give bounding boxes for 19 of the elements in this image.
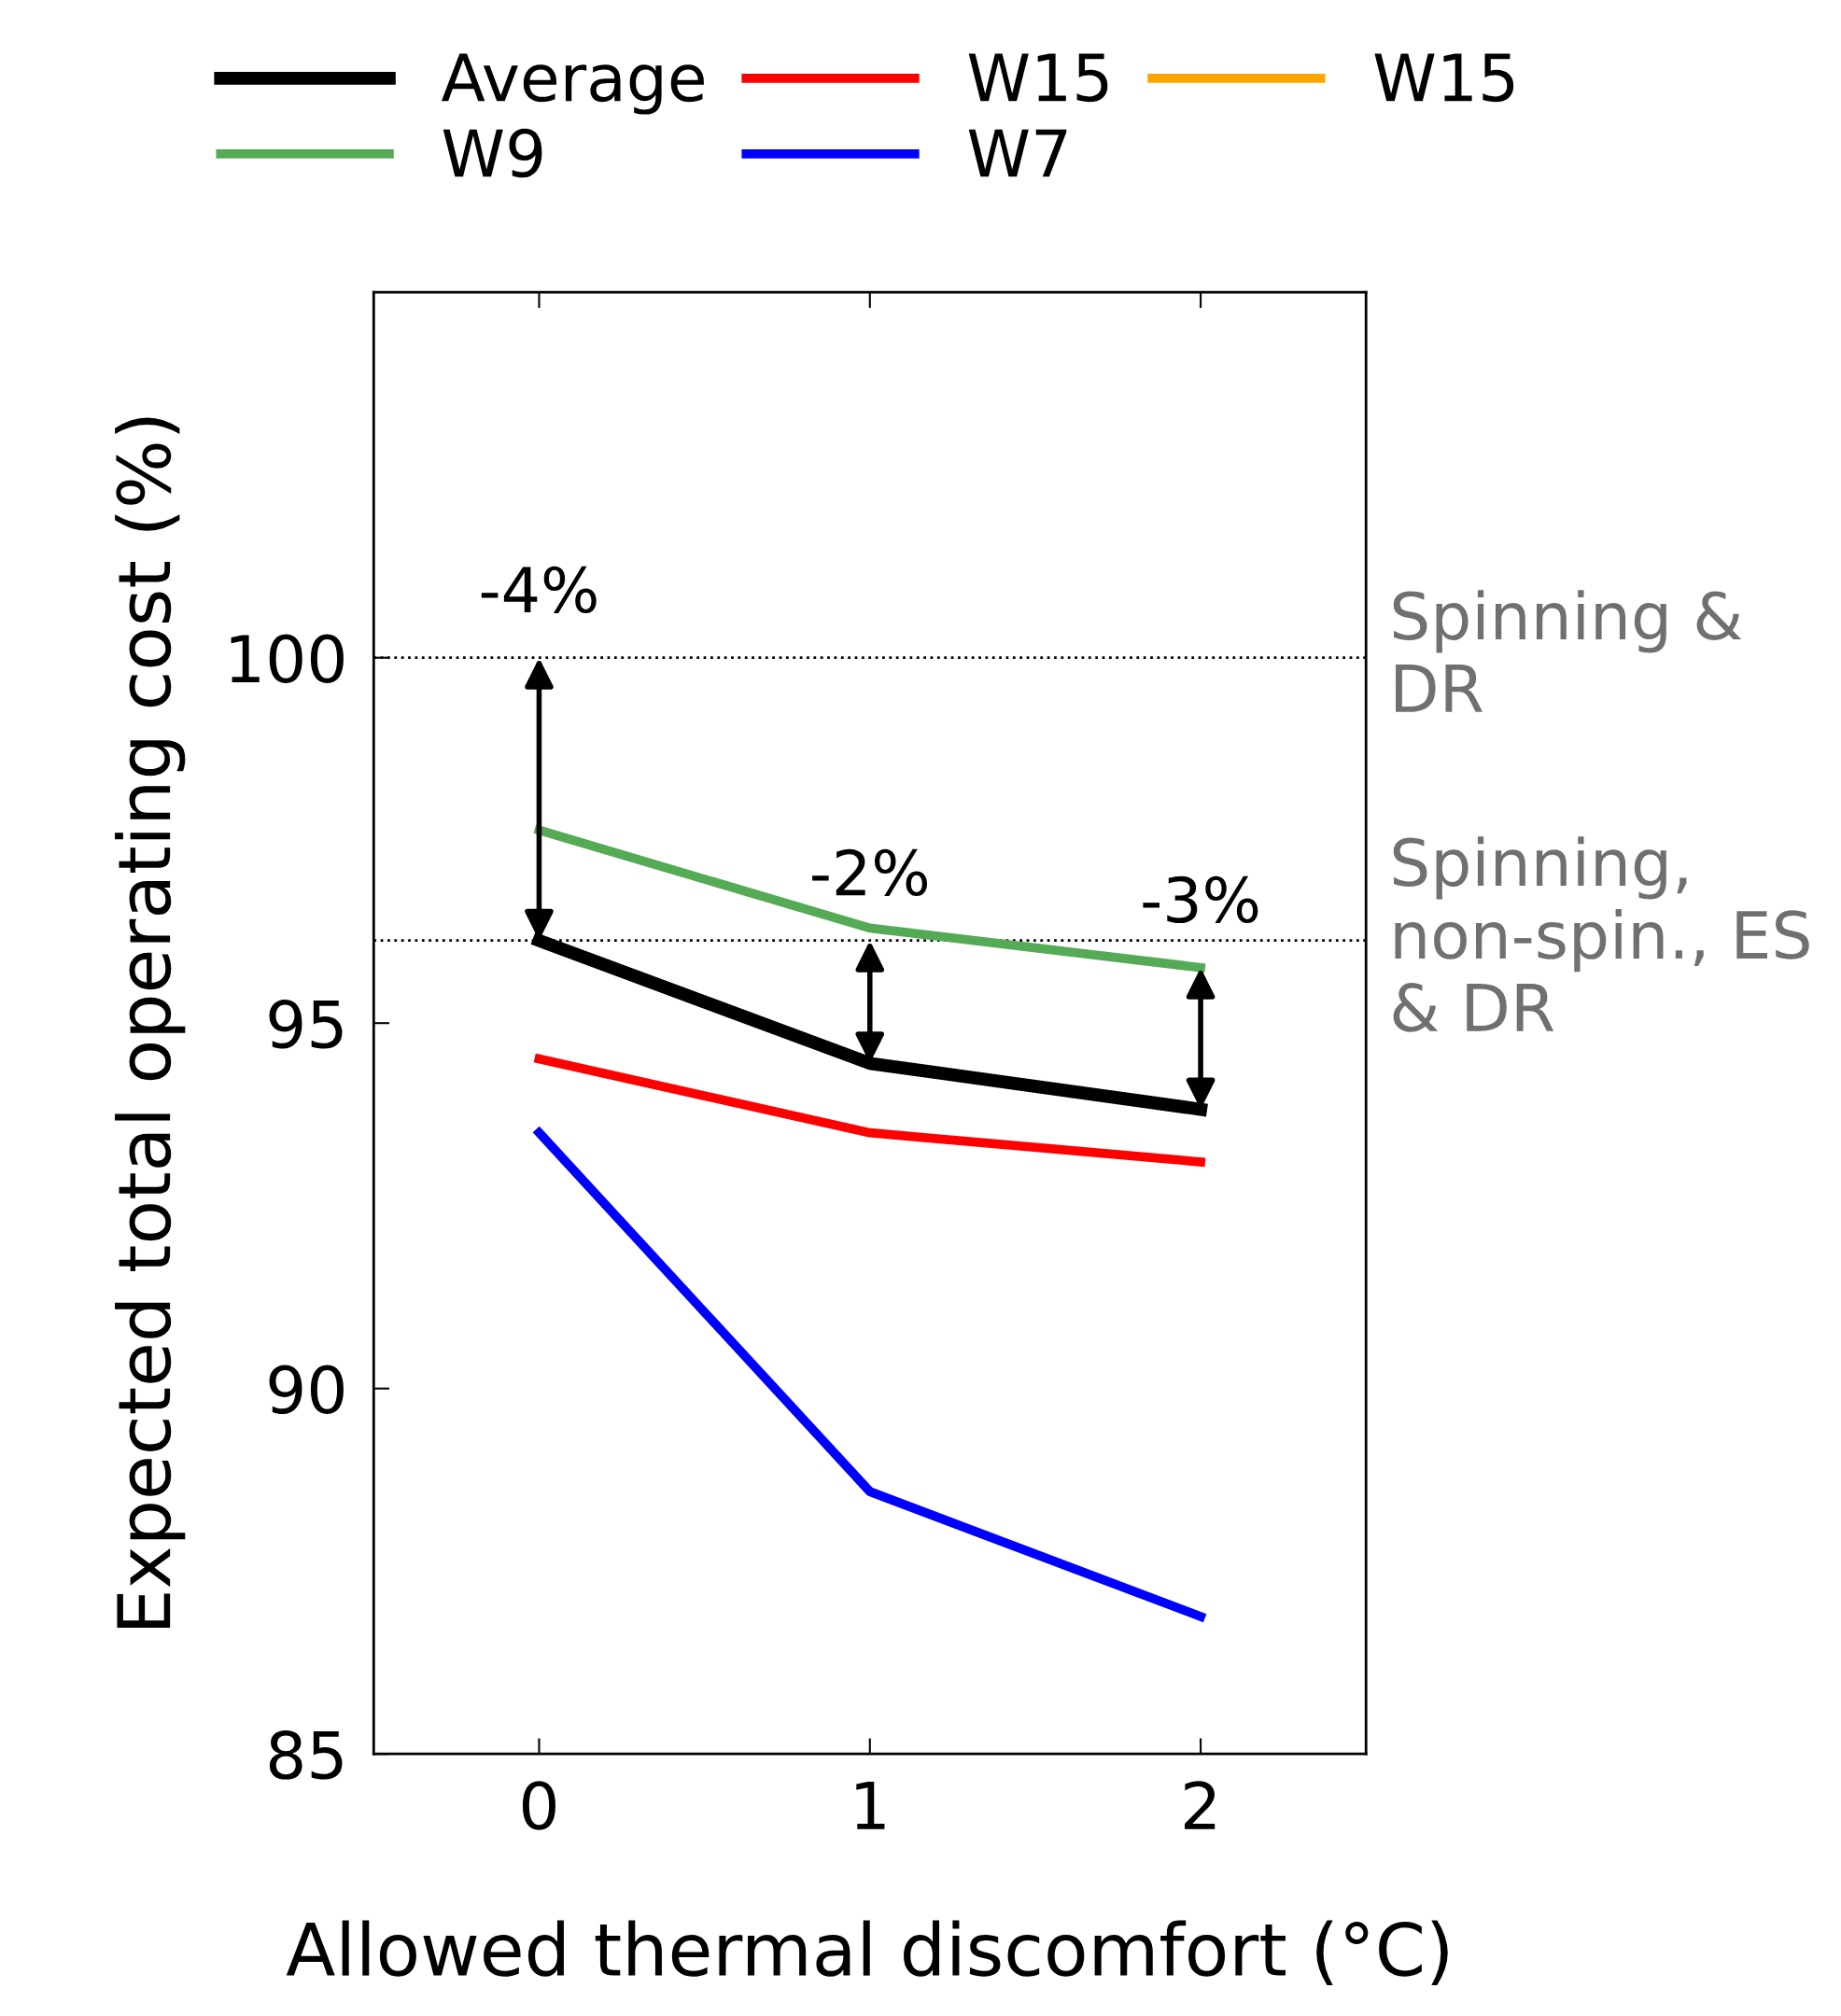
annotation: -3% xyxy=(1143,875,1258,924)
legend-label: W15 xyxy=(1374,53,1514,103)
ref-line-label: Spinning, non-spin., ES & DR xyxy=(1393,836,1809,1032)
y-tick-label: 100 xyxy=(231,634,344,684)
x-axis-title: Allowed thermal discomfort (°C) xyxy=(286,1920,1448,1985)
y-axis-title: Expected total operating cost (%) xyxy=(115,417,186,1628)
y-tick-label: 90 xyxy=(269,1365,344,1415)
legend-label: W7 xyxy=(968,129,1067,177)
legend-label: Average xyxy=(441,53,704,115)
legend-label: W9 xyxy=(443,128,542,178)
ref-line-label: Spinning & DR xyxy=(1393,590,1742,712)
x-tick-label: 0 xyxy=(522,1781,555,1830)
annotation: -2% xyxy=(812,848,927,897)
legend-label: W15 xyxy=(968,53,1108,103)
y-tick-label: 85 xyxy=(269,1730,343,1780)
annotation: -4% xyxy=(481,566,597,614)
x-tick-label: 2 xyxy=(1185,1781,1216,1829)
x-tick-label: 1 xyxy=(856,1782,885,1829)
y-tick-label: 95 xyxy=(269,1000,343,1049)
